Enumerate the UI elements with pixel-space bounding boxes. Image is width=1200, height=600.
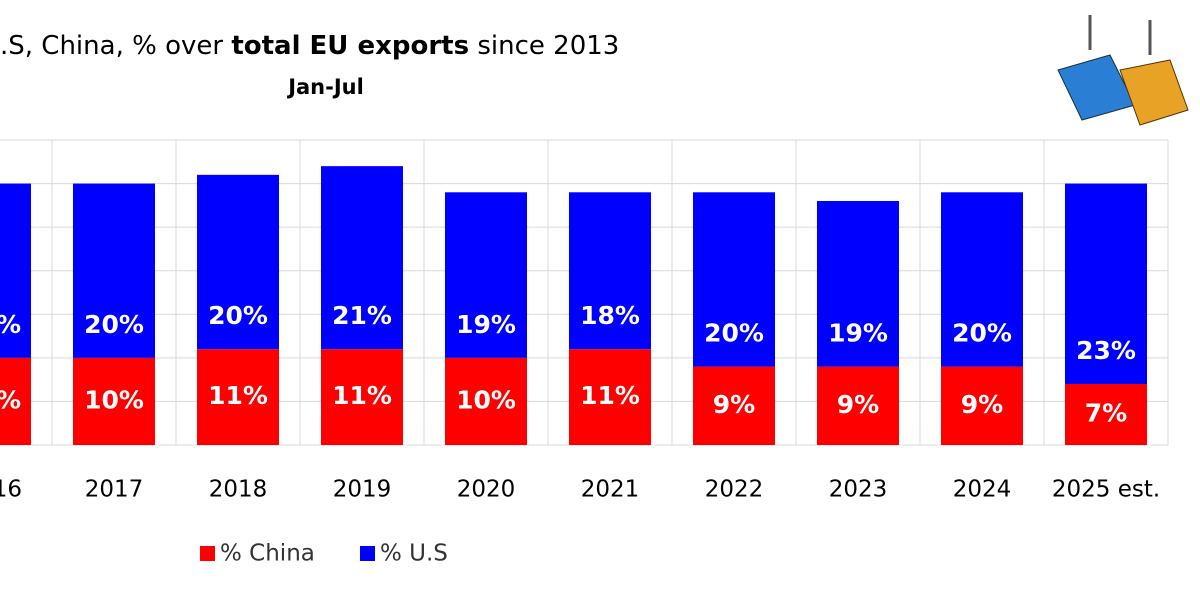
legend-swatch xyxy=(360,546,375,561)
bar-segment xyxy=(1065,183,1147,384)
bar-segment xyxy=(0,357,31,445)
bar-segment xyxy=(73,357,155,445)
bar-segment xyxy=(693,192,775,367)
bar-segment xyxy=(569,349,651,445)
data-label: 19% xyxy=(456,310,516,339)
x-tick-label: 2024 xyxy=(953,477,1012,503)
bar-segment xyxy=(693,366,775,445)
data-label: 19% xyxy=(828,319,888,348)
data-label: 20% xyxy=(952,319,1012,348)
data-label: 20% xyxy=(84,310,144,339)
data-label: 11% xyxy=(208,381,268,410)
data-label: % xyxy=(0,385,21,414)
data-label: % xyxy=(0,310,21,339)
legend-label: % U.S xyxy=(380,541,448,567)
data-label: 18% xyxy=(580,301,640,330)
data-label: 7% xyxy=(1085,399,1127,428)
x-tick-label: 2020 xyxy=(457,477,516,503)
x-tick-label: 2022 xyxy=(705,477,764,503)
x-tick-label: 2023 xyxy=(829,477,888,503)
data-label: 9% xyxy=(961,390,1003,419)
data-label: 23% xyxy=(1076,336,1136,365)
data-label: 10% xyxy=(84,385,144,414)
legend-swatch xyxy=(200,546,215,561)
bar-segment xyxy=(197,174,279,350)
x-tick-label: 2021 xyxy=(581,477,640,503)
x-tick-label: 2019 xyxy=(333,477,392,503)
x-tick-label: 2017 xyxy=(85,477,144,503)
bar-segment xyxy=(445,192,527,358)
bar-segment xyxy=(569,192,651,350)
data-label: 9% xyxy=(713,390,755,419)
logo xyxy=(1057,15,1189,126)
x-tick-label: 16 xyxy=(0,477,22,503)
data-label: 9% xyxy=(837,390,879,419)
title-part: total EU exports xyxy=(231,31,469,61)
bar-segment xyxy=(941,366,1023,445)
data-label: 11% xyxy=(332,381,392,410)
bar-segment xyxy=(445,357,527,445)
bar-segment xyxy=(73,183,155,358)
data-label: 21% xyxy=(332,301,392,330)
bar-segment xyxy=(321,349,403,445)
title-part: .S, China, % over xyxy=(0,31,231,61)
bar-segment xyxy=(941,192,1023,367)
bar-segment xyxy=(817,201,899,367)
x-tick-label: 2025 est. xyxy=(1052,477,1160,503)
title-part: since 2013 xyxy=(469,31,619,61)
data-label: 10% xyxy=(456,385,516,414)
bar-segment xyxy=(321,166,403,350)
bar-segment xyxy=(0,183,31,358)
bar-segment xyxy=(1065,384,1147,445)
bar-segment xyxy=(817,366,899,445)
legend-label: % China xyxy=(220,541,315,567)
chart-title: .S, China, % over total EU exports since… xyxy=(0,31,619,61)
bar-segment xyxy=(197,349,279,445)
x-tick-label: 2018 xyxy=(209,477,268,503)
chart-subtitle: Jan-Jul xyxy=(286,75,364,99)
data-label: 11% xyxy=(580,381,640,410)
data-label: 20% xyxy=(208,301,268,330)
data-label: 20% xyxy=(704,319,764,348)
